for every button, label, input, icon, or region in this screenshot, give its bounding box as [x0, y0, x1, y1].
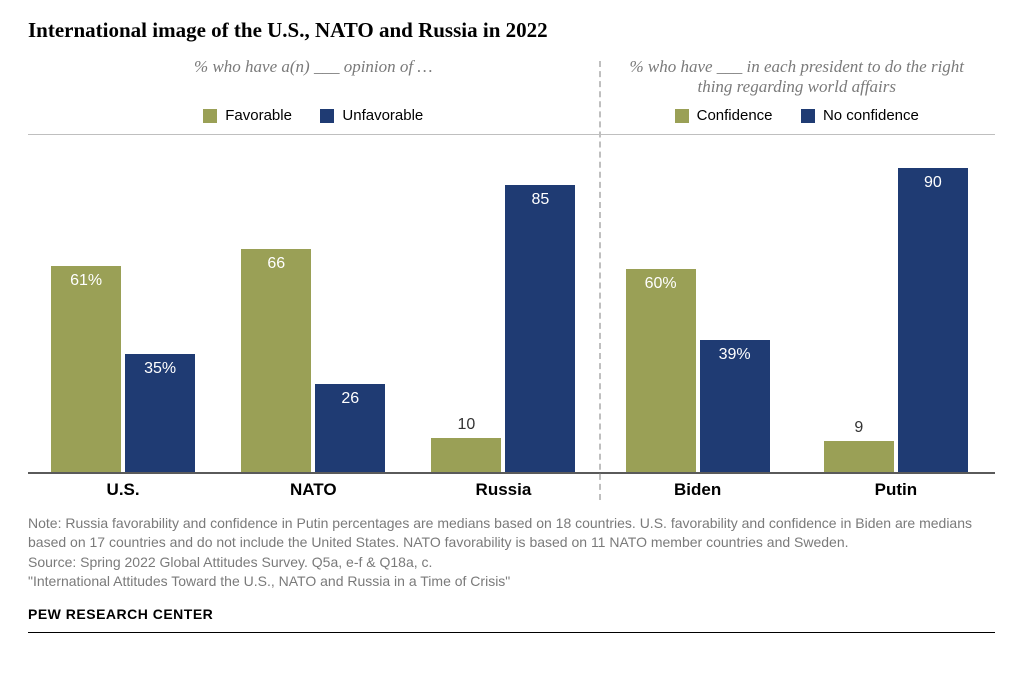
bar: 35%	[125, 354, 195, 472]
swatch-unfavorable-icon	[320, 109, 334, 123]
bar-value-label: 85	[505, 191, 575, 209]
bar-value-label: 39%	[700, 346, 770, 364]
bar: 60%	[626, 269, 696, 471]
swatch-favorable-icon	[203, 109, 217, 123]
bar: 9	[824, 441, 894, 471]
legend-favorable-label: Favorable	[225, 107, 292, 124]
footer-brand: PEW RESEARCH CENTER	[28, 606, 995, 622]
chart-notes: Note: Russia favorability and confidence…	[28, 514, 995, 592]
x-axis-label: Biden	[599, 480, 797, 500]
legend-confidence: Confidence	[675, 107, 773, 124]
bar-group: 66 26	[218, 135, 408, 472]
swatch-confidence-icon	[675, 109, 689, 123]
bar-group: 10 85	[408, 135, 598, 472]
bar-value-label: 26	[315, 390, 385, 408]
bar: 66	[241, 249, 311, 471]
chart-area: 61% 35% 66 26 10 85 60% 39% 9 90	[28, 134, 995, 474]
bar: 26	[315, 384, 385, 472]
bar-value-label: 10	[431, 416, 501, 434]
legend-left: Favorable Unfavorable	[28, 107, 599, 128]
bar: 39%	[700, 340, 770, 471]
bar-value-label: 9	[824, 419, 894, 437]
bar: 61%	[51, 266, 121, 472]
legend-row: Favorable Unfavorable Confidence No conf…	[28, 107, 995, 128]
bar-value-label: 66	[241, 255, 311, 273]
panel-left: 61% 35% 66 26 10 85	[28, 135, 599, 472]
note-line-2: Source: Spring 2022 Global Attitudes Sur…	[28, 553, 995, 573]
left-subtitle: % who have a(n) ___ opinion of …	[28, 57, 599, 97]
chart-title: International image of the U.S., NATO an…	[28, 18, 995, 43]
legend-unfavorable: Unfavorable	[320, 107, 423, 124]
bar: 90	[898, 168, 968, 471]
bottom-rule	[28, 632, 995, 633]
x-axis-labels: U.S.NATORussia BidenPutin	[28, 480, 995, 500]
bar: 10	[431, 438, 501, 472]
subtitle-row: % who have a(n) ___ opinion of … % who h…	[28, 57, 995, 97]
bar-group: 9 90	[797, 135, 995, 472]
bar-value-label: 90	[898, 174, 968, 192]
x-axis-label: U.S.	[28, 480, 218, 500]
bar: 85	[505, 185, 575, 471]
x-axis-label: Putin	[797, 480, 995, 500]
bar-value-label: 60%	[626, 275, 696, 293]
swatch-noconfidence-icon	[801, 109, 815, 123]
bar-group: 60% 39%	[599, 135, 797, 472]
legend-unfavorable-label: Unfavorable	[342, 107, 423, 124]
legend-right: Confidence No confidence	[599, 107, 995, 128]
bar-value-label: 61%	[51, 272, 121, 290]
legend-favorable: Favorable	[203, 107, 292, 124]
x-axis-label: NATO	[218, 480, 408, 500]
legend-confidence-label: Confidence	[697, 107, 773, 124]
bar-group: 61% 35%	[28, 135, 218, 472]
legend-noconfidence-label: No confidence	[823, 107, 919, 124]
x-axis-label: Russia	[408, 480, 598, 500]
bar-value-label: 35%	[125, 360, 195, 378]
note-line-3: "International Attitudes Toward the U.S.…	[28, 572, 995, 592]
panel-right: 60% 39% 9 90	[599, 135, 995, 472]
legend-noconfidence: No confidence	[801, 107, 919, 124]
note-line-1: Note: Russia favorability and confidence…	[28, 514, 995, 553]
right-subtitle: % who have ___ in each president to do t…	[599, 57, 995, 97]
